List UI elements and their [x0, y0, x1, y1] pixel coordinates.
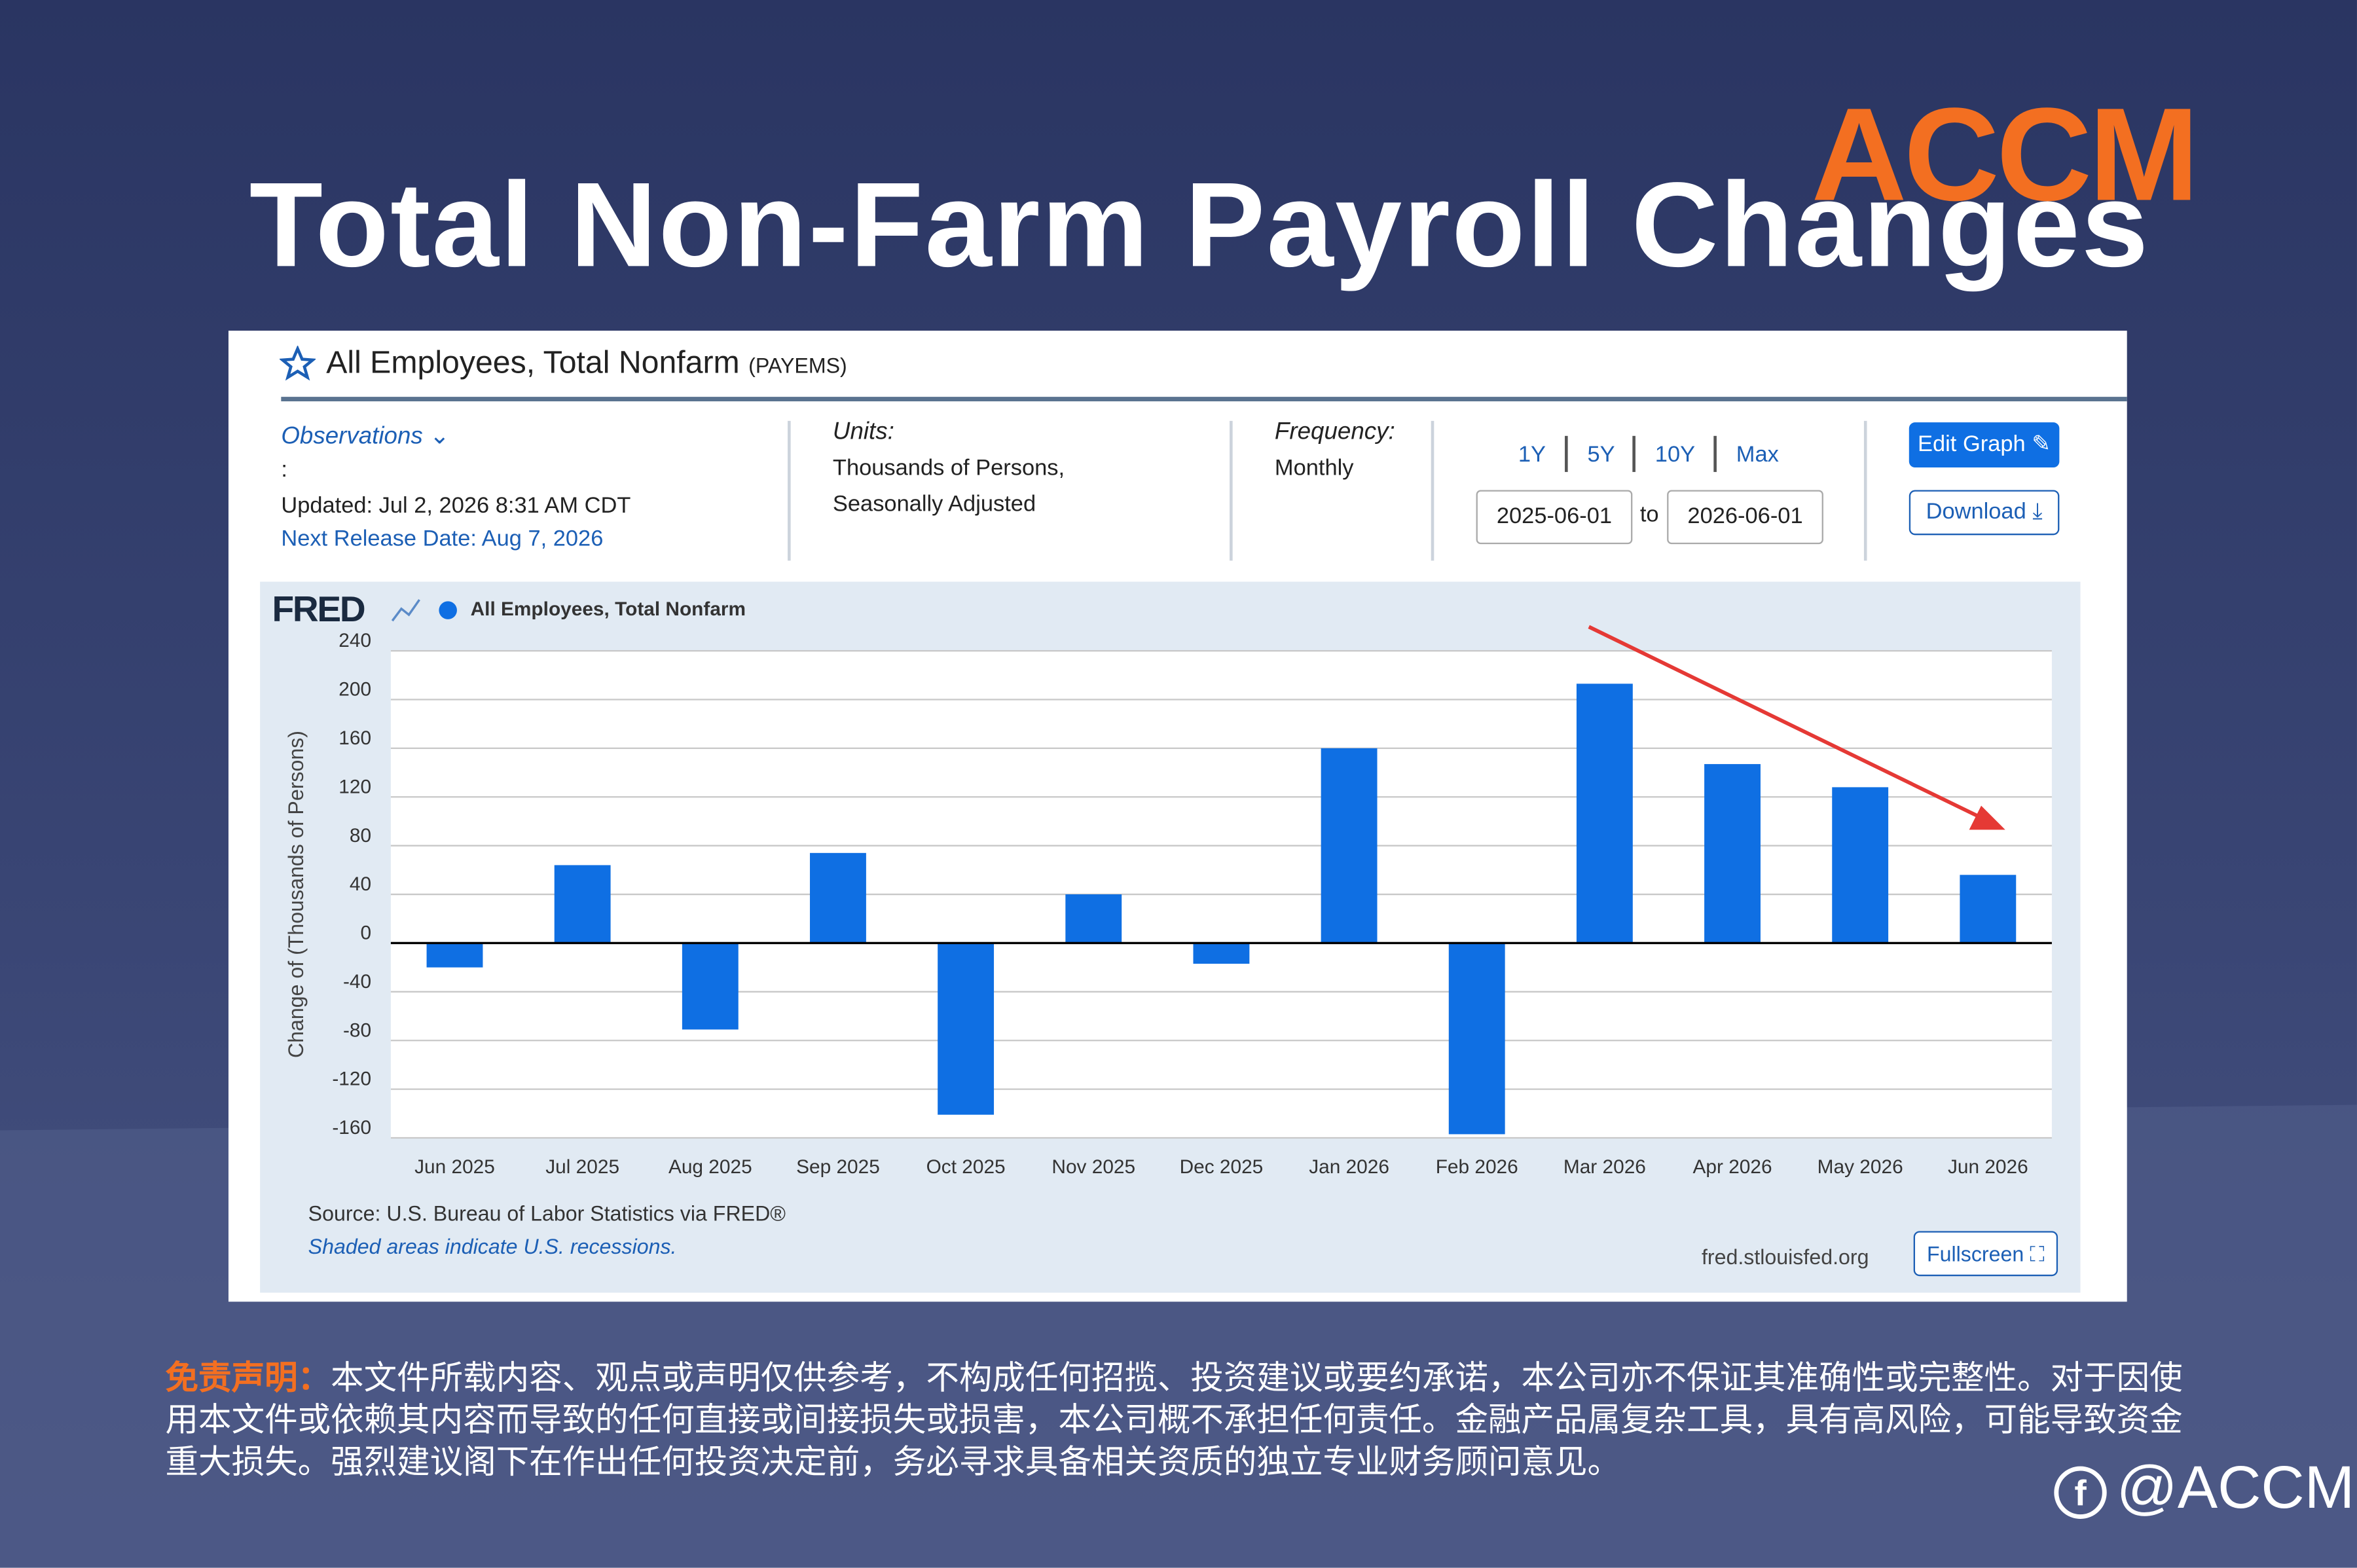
range-separator — [1632, 435, 1635, 472]
series-title-text: All Employees, Total Nonfarm — [326, 346, 740, 380]
fred-icon — [391, 599, 420, 622]
y-tick-label: 160 — [338, 727, 371, 749]
bar — [1065, 894, 1122, 943]
units-label: Units: — [832, 419, 894, 445]
legend-marker — [439, 601, 457, 619]
download-button[interactable]: Download ⤓ — [1909, 490, 2060, 536]
range-separator — [1565, 435, 1568, 472]
chart: -160 -120 -80 -40 0 40 80 120 160 200 240 Change of… — [272, 589, 2052, 1178]
x-tick-label: Dec 2025 — [1180, 1156, 1264, 1178]
handle: @ACCM — [2116, 1455, 2355, 1522]
chart-panel: -160 -120 -80 -40 0 40 80 120 160 200 240 Change of… — [260, 581, 2081, 1293]
download-label[interactable]: Download — [1926, 499, 2026, 525]
y-axis-label: Change of (Thousands of Persons) — [284, 731, 308, 1058]
separator — [788, 420, 791, 561]
units: Thousands of Persons, — [832, 455, 1065, 481]
x-tick-label: Oct 2025 — [926, 1156, 1006, 1178]
bar — [1321, 748, 1378, 943]
updated: Updated: Jul 2, 2026 8:31 AM CDT — [281, 493, 631, 519]
x-tick-label: Sep 2025 — [796, 1156, 880, 1178]
logo: ACCM — [1811, 79, 2199, 228]
y-tick-label: 40 — [350, 873, 371, 895]
x-tick-label: Aug 2025 — [668, 1156, 752, 1178]
x-tick-label: Jul 2025 — [545, 1156, 619, 1178]
y-tick-label: -40 — [343, 971, 371, 993]
y-tick-label: 0 — [360, 922, 371, 944]
frequency-label: Frequency: — [1274, 419, 1395, 445]
bar — [1960, 875, 2017, 943]
y-tick-label: -120 — [332, 1068, 371, 1090]
x-tick-label: Jun 2025 — [414, 1156, 495, 1178]
bar — [426, 943, 483, 968]
y-tick-label: 240 — [338, 630, 371, 651]
to-label: to — [1639, 501, 1659, 528]
fred-logo: FRED — [272, 589, 365, 629]
series-id: (PAYEMS) — [748, 353, 847, 378]
observations-toggle[interactable]: Observations ⌄ — [281, 424, 450, 450]
header-rule — [281, 397, 2127, 402]
range-separator — [1713, 435, 1717, 472]
bar — [682, 943, 739, 1030]
y-tick-label: -160 — [332, 1117, 371, 1139]
bar — [1576, 684, 1633, 943]
title: Total Non-Farm Payroll Changes — [249, 158, 2150, 292]
start-date[interactable]: 2025-06-01 — [1476, 490, 1633, 545]
colon: : — [281, 456, 287, 483]
separator — [1863, 420, 1867, 561]
source: Source: U.S. Bureau of Labor Statistics … — [308, 1201, 786, 1226]
separator — [1431, 420, 1434, 561]
legend-label: All Employees, Total Nonfarm — [471, 598, 746, 620]
bar — [1832, 787, 1889, 943]
series-title: All Employees, Total Nonfarm (PAYEMS) — [326, 346, 847, 382]
edit-graph-label[interactable]: Edit Graph — [1918, 431, 2026, 457]
x-tick-label: Mar 2026 — [1563, 1156, 1646, 1178]
disclaimer-text: 本文件所载内容、观点或声明仅供参考，不构成任何招揽、投资建议或要约承诺，本公司亦… — [165, 1358, 2183, 1481]
x-tick-label: Jun 2026 — [1948, 1156, 2028, 1178]
x-tick-label: Nov 2025 — [1051, 1156, 1135, 1178]
bar — [938, 943, 995, 1115]
y-tick-label: 120 — [338, 776, 371, 797]
x-tick-label: Apr 2026 — [1692, 1156, 1772, 1178]
bar — [1704, 764, 1761, 943]
bar — [1448, 943, 1505, 1135]
range-button[interactable]: 1Y — [1518, 441, 1546, 468]
disclaimer-label: 免责声明： — [165, 1358, 331, 1396]
svg-text:f: f — [2074, 1472, 2087, 1513]
frequency: Monthly — [1274, 455, 1354, 481]
y-tick-label: 200 — [338, 679, 371, 701]
disclaimer: 免责声明：本文件所载内容、观点或声明仅供参考，不构成任何招揽、投资建议或要约承诺… — [166, 1357, 2195, 1484]
range-button[interactable]: 5Y — [1587, 441, 1615, 468]
fullscreen-label[interactable]: Fullscreen — [1926, 1241, 2024, 1266]
end-date[interactable]: 2026-06-01 — [1667, 490, 1823, 545]
x-tick-label: May 2026 — [1818, 1156, 1903, 1178]
next-release[interactable]: Next Release Date: Aug 7, 2026 — [281, 526, 604, 552]
y-tick-label: 80 — [350, 825, 371, 847]
x-tick-label: Jan 2026 — [1309, 1156, 1389, 1178]
bar — [1193, 943, 1250, 964]
star-icon[interactable] — [280, 346, 316, 382]
edit-graph-button[interactable]: Edit Graph ✎ — [1909, 422, 2060, 468]
observations-label[interactable]: Observations — [281, 424, 423, 450]
range-button[interactable]: 10Y — [1654, 441, 1696, 468]
units: Seasonally Adjusted — [832, 491, 1036, 517]
range-button[interactable]: Max — [1736, 441, 1779, 468]
bar — [810, 852, 866, 943]
y-tick-label: -80 — [343, 1019, 371, 1041]
x-tick-label: Feb 2026 — [1436, 1156, 1518, 1178]
recession-note: Shaded areas indicate U.S. recessions. — [308, 1233, 677, 1258]
site: fred.stlouisfed.org — [1701, 1245, 1869, 1269]
separator — [1230, 420, 1233, 561]
bar — [554, 865, 611, 943]
facebook-icon: f — [2054, 1466, 2107, 1520]
fullscreen-button[interactable]: Fullscreen ⛶ — [1913, 1231, 2058, 1277]
